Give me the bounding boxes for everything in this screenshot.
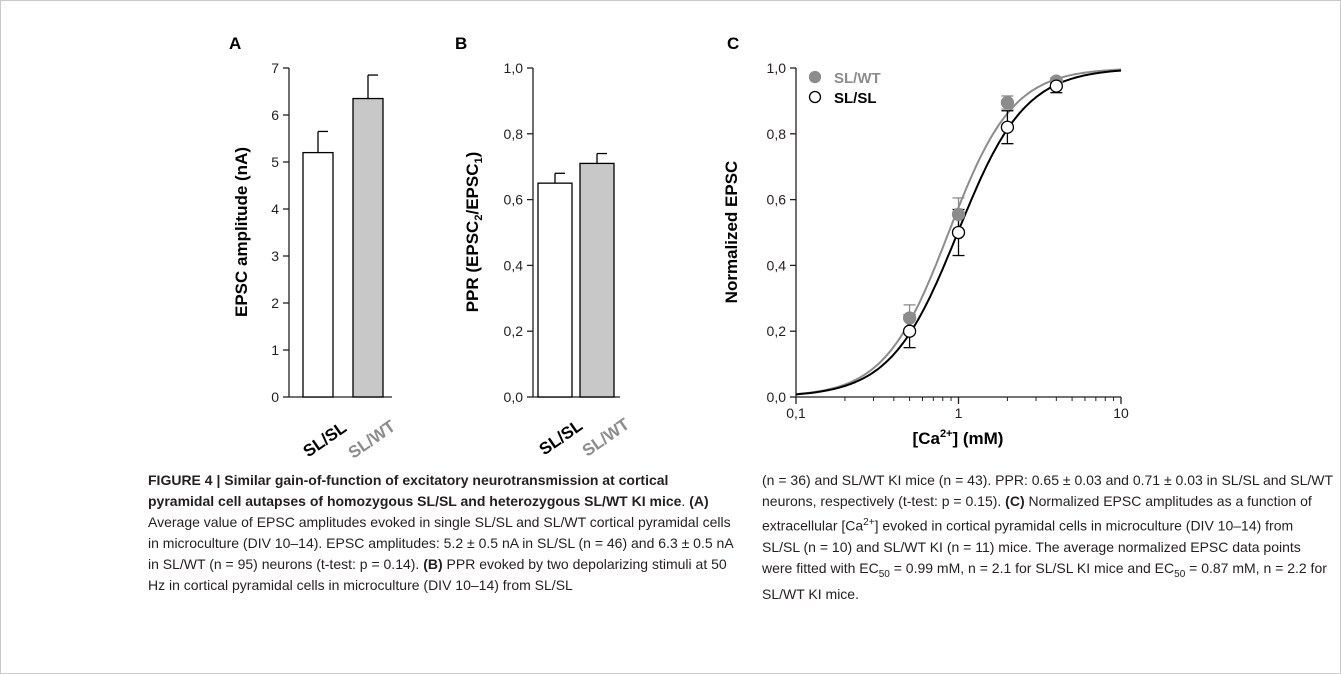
panel-a: A EPSC amplitude (nA) 0 1 2 3 4 5 6 7 SL/SL SL/… (229, 34, 399, 462)
legend-label-sl-sl: SL/SL (834, 90, 877, 107)
caption-c-text-1: Normalized EPSC amplitudes as a function… (762, 493, 1312, 534)
caption-b-label: (B) (423, 556, 443, 572)
y-tick-label: 0,2 (504, 323, 524, 339)
bar-sl-sl (302, 151, 334, 398)
figure-caption: FIGURE 4 | Similar gain-of-function of e… (148, 470, 1333, 670)
panel-b-y-ticks: 0,0 0,2 0,4 0,6 0,8 1,0 (504, 60, 533, 405)
y-tick-label: 7 (271, 60, 279, 76)
y-tick-label: 0,0 (767, 389, 787, 405)
bar-sl-wt (579, 162, 615, 398)
panel-a-y-ticks: 0 1 2 3 4 5 6 7 (271, 60, 289, 405)
panel-a-cat-sl-wt: SL/WT (345, 416, 400, 462)
caption-c-text-4: = 0.87 mM, n = 2.2 for SL/WT KI mice. (762, 559, 1327, 603)
y-tick-label: 1,0 (767, 60, 787, 76)
y-tick-label: 3 (271, 248, 279, 264)
caption-title: FIGURE 4 | Similar gain-of-function of e… (148, 472, 682, 509)
caption-c-sub-1: 50 (878, 568, 890, 580)
figure-graphics: A EPSC amplitude (nA) 0 1 2 3 4 5 6 7 SL/SL SL/… (229, 34, 1129, 462)
panel-c: C Normalized EPSC 0,0 0,2 0,4 0,6 0,8 1,0 0,1… (722, 34, 1129, 448)
point-sl-sl (951, 225, 966, 240)
panel-c-xlabel: [Ca2+] (mM) (913, 428, 1004, 448)
panel-b-cat-sl-wt: SL/WT (579, 414, 634, 460)
caption-c-label: (C) (1005, 493, 1025, 509)
bar-sl-sl (537, 182, 573, 398)
panel-a-cat-sl-sl: SL/SL (300, 418, 350, 461)
y-tick-label: 0,6 (504, 192, 524, 208)
caption-title-end: . (681, 493, 690, 509)
y-tick-label: 0,8 (504, 126, 524, 142)
panel-a-ylabel: EPSC amplitude (nA) (232, 147, 251, 317)
y-tick-label: 0,0 (504, 389, 524, 405)
caption-b-text-1: PPR evoked by two depolarizing stimuli a… (148, 556, 727, 593)
bar-sl-wt (352, 97, 384, 398)
legend-marker-sl-wt (808, 70, 822, 84)
y-tick-label: 5 (271, 154, 279, 170)
point-sl-wt (1000, 95, 1015, 110)
y-tick-label: 1 (271, 342, 279, 358)
panel-b-bars (537, 152, 615, 398)
x-tick-label: 1 (955, 405, 963, 421)
x-tick-label: 0,1 (786, 405, 806, 421)
y-tick-label: 6 (271, 107, 279, 123)
y-tick-label: 1,0 (504, 60, 524, 76)
panel-c-legend: SL/WT SL/SL (808, 70, 881, 107)
y-tick-label: 4 (271, 201, 279, 217)
panel-b-ylabel: PPR (EPSC2/EPSC1) (463, 152, 485, 313)
panel-c-y-ticks: 0,0 0,2 0,4 0,6 0,8 1,0 (767, 60, 796, 405)
point-sl-sl (1049, 79, 1063, 93)
panel-c-x-ticks: 0,1 1 10 (786, 397, 1129, 421)
panel-b-cat-sl-sl: SL/SL (536, 416, 586, 459)
y-tick-label: 0,4 (767, 257, 787, 273)
legend-marker-sl-sl (808, 90, 822, 104)
y-tick-label: 0 (271, 389, 279, 405)
y-tick-label: 0,4 (504, 257, 524, 273)
caption-right-column: (n = 36) and SL/WT KI mice (n = 43). PPR… (762, 470, 1333, 605)
point-sl-wt (951, 207, 966, 222)
panel-c-ylabel: Normalized EPSC (722, 161, 741, 304)
y-tick-label: 0,8 (767, 126, 787, 142)
legend-label-sl-wt: SL/WT (834, 70, 881, 87)
caption-a-label: (A) (689, 493, 709, 509)
point-sl-sl (902, 324, 917, 338)
panel-b: B PPR (EPSC2/EPSC1) 0,0 0,2 0,4 0,6 0,8 1,0 S… (455, 34, 633, 460)
caption-b-text-2: (n = 36) and SL/WT KI mice (n = 43). PPR… (762, 472, 1333, 509)
panel-a-bars (302, 74, 384, 398)
caption-c-text-2: ] evoked in cortical pyramidal cells in … (762, 517, 1301, 576)
panel-a-letter: A (229, 34, 241, 53)
y-tick-label: 0,2 (767, 323, 787, 339)
caption-c-sup: 2+ (863, 517, 875, 528)
panel-b-letter: B (455, 34, 467, 53)
point-sl-wt (902, 311, 917, 325)
caption-left-column: FIGURE 4 | Similar gain-of-function of e… (148, 470, 733, 596)
point-sl-sl (1000, 120, 1015, 134)
caption-a-text: Average value of EPSC amplitudes evoked … (148, 514, 733, 572)
x-tick-label: 10 (1113, 405, 1129, 421)
y-tick-label: 2 (271, 295, 279, 311)
caption-c-text-3: = 0.99 mM, n = 2.1 for SL/SL KI mice and… (889, 559, 1175, 576)
panel-c-points (902, 74, 1063, 349)
caption-c-sub-2: 50 (1174, 568, 1186, 580)
panel-c-letter: C (727, 34, 739, 53)
y-tick-label: 0,6 (767, 192, 787, 208)
